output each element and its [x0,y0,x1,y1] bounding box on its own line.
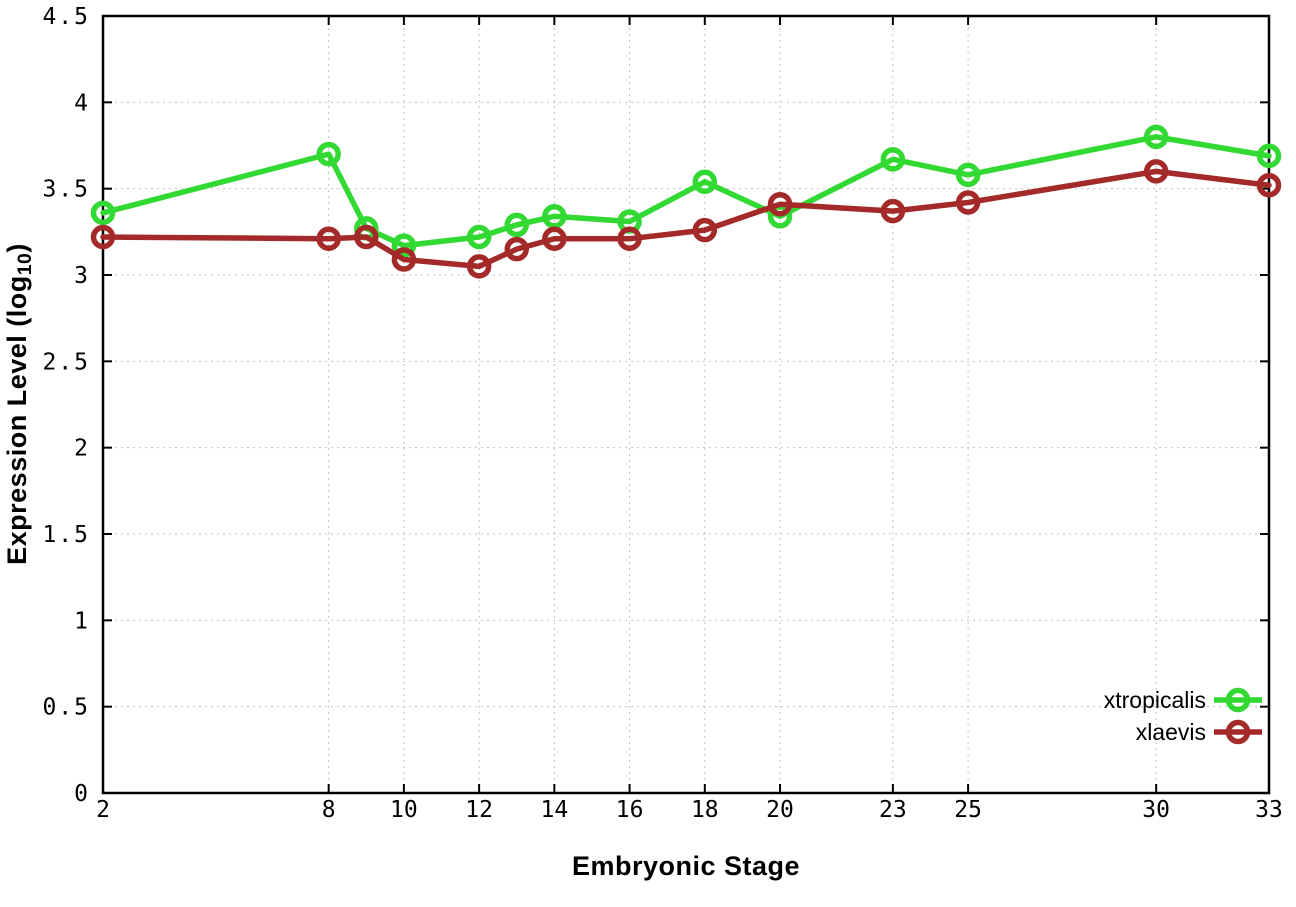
data-point-xtropicalis [504,212,529,238]
y-tick-label: 0 [74,781,90,807]
data-point-xlaevis [354,224,379,250]
y-tick-label: 3 [74,263,90,289]
data-point-xlaevis [1143,159,1169,184]
data-point-xlaevis [391,247,417,272]
data-point-xtropicalis [90,200,116,226]
y-axis-title-subscript: 10 [13,252,36,276]
y-tick-label: 0.5 [42,695,90,721]
legend-label-xlaevis: xlaevis [1136,719,1206,745]
x-tick-label: 12 [465,797,493,823]
x-tick-label: 16 [616,797,644,823]
x-tick-label: 30 [1142,797,1170,823]
data-point-xlaevis [90,224,116,250]
data-point-xtropicalis [955,162,981,188]
legend-sample-marker-xlaevis [1225,719,1251,745]
data-point-xlaevis [466,254,492,279]
x-tick-label: 10 [390,797,418,823]
legend-label-xtropicalis: xtropicalis [1104,687,1206,713]
data-point-xlaevis [316,226,341,251]
y-axis-title-close: ) [2,243,32,253]
plot-border [101,14,1271,795]
series-line-xlaevis [100,168,1272,270]
data-point-xlaevis [692,217,718,243]
x-tick-label: 20 [766,797,794,823]
data-point-xtropicalis [466,224,492,250]
x-tick-label: 33 [1255,797,1283,823]
x-tick-label: 18 [691,797,719,823]
data-point-xtropicalis [1256,143,1282,169]
y-tick-label: 2.5 [42,349,90,375]
x-tick-label: 23 [879,797,907,823]
data-point-xlaevis [1256,172,1282,198]
y-axis-title-text: Expression Level (log [2,275,32,565]
data-point-xlaevis [880,198,906,224]
y-tick-label: 4 [74,90,90,116]
data-point-xtropicalis [542,204,567,229]
y-tick-label: 3.5 [42,177,90,203]
data-point-xtropicalis [692,169,718,195]
x-tick-label: 25 [954,797,982,823]
x-axis-title: Embryonic Stage [571,851,801,881]
y-axis-title: Expression Level (log10) [2,14,42,794]
y-tick-label: 2 [74,436,90,462]
data-point-xtropicalis [880,147,906,172]
y-tick-label: 1 [74,608,90,634]
data-point-xlaevis [955,190,981,215]
data-point-xtropicalis [316,141,341,167]
data-point-xlaevis [767,191,793,217]
data-point-xlaevis [542,226,567,251]
x-tick-label: 2 [96,797,110,823]
data-point-xtropicalis [391,233,417,258]
y-tick-label: 4.5 [42,4,90,30]
y-tick-label: 1.5 [42,522,90,548]
data-point-xlaevis [617,226,642,251]
x-tick-label: 14 [541,797,569,823]
data-point-xtropicalis [1143,124,1169,150]
x-tick-label: 8 [322,797,336,823]
legend-sample-marker-xtropicalis [1225,687,1251,713]
series-line-xtropicalis [100,134,1272,249]
data-point-xlaevis [504,236,529,262]
